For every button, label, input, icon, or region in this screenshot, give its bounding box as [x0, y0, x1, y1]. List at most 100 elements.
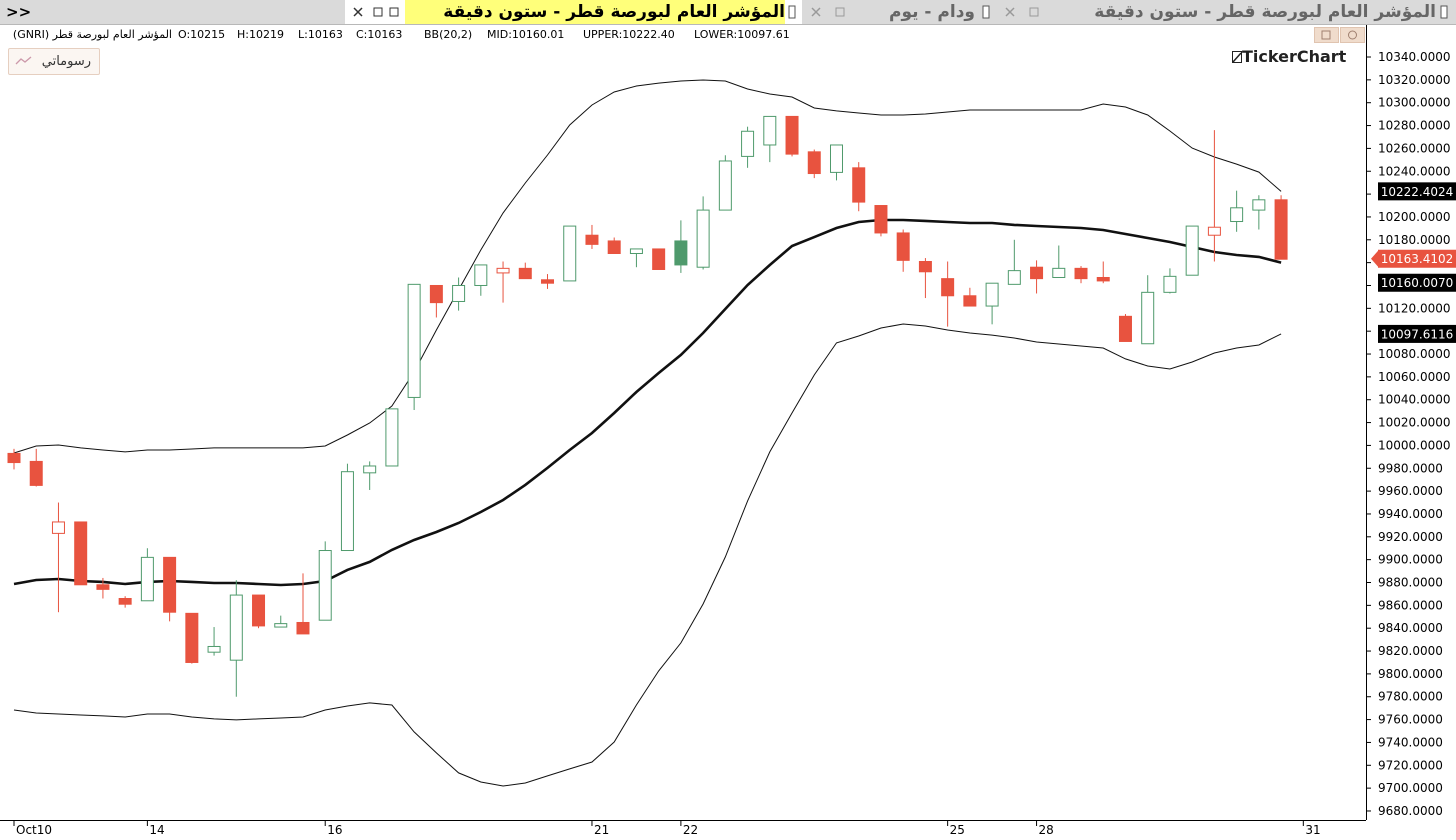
y-tick-label: 10020.0000: [1378, 416, 1451, 430]
candle-body: [229, 594, 243, 661]
y-tick-label: 9880.0000: [1378, 576, 1443, 590]
candle: [318, 541, 332, 621]
candle-body: [1185, 225, 1199, 276]
y-tick-label: 9680.0000: [1378, 804, 1443, 818]
candle: [296, 573, 310, 635]
price-tag-pointer: [1371, 249, 1379, 268]
y-tick-label: 9800.0000: [1378, 667, 1443, 681]
tab-menu[interactable]: >>: [6, 3, 32, 21]
candle: [1252, 195, 1266, 230]
candle-body: [96, 584, 110, 590]
candle: [1141, 275, 1155, 345]
candle-body: [763, 115, 777, 146]
candle: [918, 258, 932, 299]
drawings-button[interactable]: رسوماتي: [8, 48, 100, 75]
candle-body: [296, 621, 310, 635]
candle-body: [652, 248, 666, 270]
tab-icon: [788, 5, 796, 19]
candle-body: [1030, 266, 1044, 280]
tab-icons[interactable]: [810, 5, 850, 19]
candle-body: [874, 205, 888, 234]
y-tick-label: 10240.0000: [1378, 164, 1451, 178]
candle-body: [696, 209, 710, 268]
candle: [1163, 268, 1177, 294]
candle: [941, 261, 955, 327]
candle-body: [118, 597, 132, 605]
indicator-name: BB(20,2): [424, 28, 473, 41]
price-tag-box: [1378, 182, 1456, 201]
drawings-icon: [15, 56, 32, 65]
y-tick-label: 9900.0000: [1378, 553, 1443, 567]
price-tag: 10097.6116: [1378, 324, 1456, 343]
candle: [1096, 261, 1110, 284]
price-tag: 10222.4024: [1378, 182, 1456, 201]
tab-title[interactable]: المؤشر العام لبورصة قطر - ستون دقيقة: [1094, 2, 1436, 22]
x-tick-label: 22: [683, 823, 698, 837]
candle: [1274, 195, 1288, 260]
candle: [652, 248, 666, 270]
y-tick-label: 9920.0000: [1378, 530, 1443, 544]
candle-body: [274, 623, 288, 628]
candle: [429, 284, 443, 318]
candle: [229, 580, 243, 697]
window-buttons[interactable]: [1314, 27, 1366, 43]
candle-body: [407, 283, 421, 398]
band-upper: UPPER:10222.40: [583, 28, 675, 41]
candle: [629, 248, 643, 268]
candle-body: [340, 471, 354, 552]
candle: [541, 274, 555, 289]
x-tick-label: 21: [594, 823, 609, 837]
y-tick-label: 10280.0000: [1378, 119, 1451, 133]
y-tick-label: 9780.0000: [1378, 690, 1443, 704]
candle: [852, 162, 866, 212]
candle-body: [74, 521, 88, 586]
ohlc-low: L:10163: [298, 28, 343, 41]
y-tick-label: 9960.0000: [1378, 484, 1443, 498]
candle: [207, 627, 221, 656]
candle: [518, 262, 532, 280]
y-tick-label: 10060.0000: [1378, 370, 1451, 384]
x-tick-label: 31: [1305, 823, 1320, 837]
band-lower: [13, 323, 1282, 787]
tab-icon: [982, 5, 990, 19]
candle-body: [474, 264, 488, 286]
candle-body: [1163, 275, 1177, 293]
y-tick-label: 9720.0000: [1378, 758, 1443, 772]
logo-icon: [1232, 51, 1242, 63]
candle: [163, 556, 177, 622]
y-tick-label: 10040.0000: [1378, 393, 1451, 407]
y-tick-label: 10340.0000: [1378, 50, 1451, 64]
price-tag-label: 10163.4102: [1381, 252, 1454, 266]
candle-body: [1230, 207, 1244, 223]
candle: [1185, 225, 1199, 276]
candle: [474, 264, 488, 296]
tab-icons[interactable]: [352, 5, 402, 19]
candle-body: [718, 160, 732, 211]
logo-text: TickerChart: [1242, 47, 1347, 66]
candle-body: [140, 556, 154, 602]
candle: [696, 196, 710, 270]
tab-icons[interactable]: [1004, 5, 1044, 19]
price-tag-box: [1378, 273, 1456, 292]
band-upper: [13, 79, 1282, 454]
x-tick-label: 25: [950, 823, 965, 837]
x-tick-label: Oct10: [16, 823, 52, 837]
candle-body: [1207, 226, 1221, 236]
tab-title[interactable]: ودام - يوم: [889, 2, 975, 22]
candle-body: [252, 594, 266, 627]
y-tick-label: 10200.0000: [1378, 210, 1451, 224]
candle-body: [518, 267, 532, 280]
candle: [51, 502, 65, 613]
candle: [563, 225, 577, 282]
candle: [252, 594, 266, 629]
tab-title[interactable]: المؤشر العام لبورصة قطر - ستون دقيقة: [405, 0, 785, 24]
drawings-label[interactable]: رسوماتي: [41, 54, 91, 69]
candle: [674, 220, 688, 273]
candle: [1118, 314, 1132, 342]
candle: [274, 615, 288, 628]
y-tick-label: 10320.0000: [1378, 73, 1451, 87]
candle: [829, 144, 843, 181]
y-tick-label: 10260.0000: [1378, 141, 1451, 155]
